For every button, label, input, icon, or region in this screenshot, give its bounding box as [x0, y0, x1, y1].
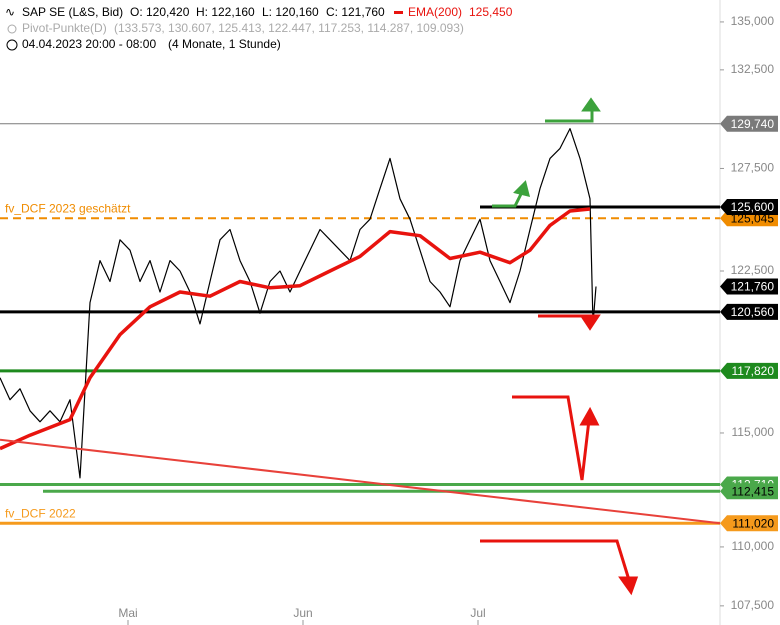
- x-tick-label: Mai: [118, 606, 137, 620]
- level-label: 117,820: [732, 364, 775, 378]
- trend-line: [0, 438, 721, 525]
- arrows: [480, 97, 639, 596]
- icon: ∿: [5, 5, 15, 19]
- y-tick-label: 132,500: [731, 62, 775, 76]
- level-label: 111,020: [732, 516, 774, 530]
- level-label: 129,740: [731, 117, 775, 131]
- level-label: 121,760: [731, 280, 775, 294]
- high: H: 122,160: [196, 5, 255, 19]
- level-tag: [720, 278, 778, 295]
- low: L: 120,160: [262, 5, 319, 19]
- legend: ∿ SAP SE (L&S, Bid) O: 120,420 H: 122,16…: [5, 5, 513, 51]
- y-tick-label: 135,000: [731, 14, 775, 28]
- instrument: SAP SE (L&S, Bid): [22, 5, 123, 19]
- x-tick-label: Jul: [470, 606, 485, 620]
- level-annotation: fv_DCF 2023 geschätzt: [5, 201, 131, 215]
- period: 04.04.2023 20:00 - 08:00: [22, 37, 156, 51]
- level-label: 112,415: [732, 484, 775, 498]
- y-tick-label: 115,000: [732, 425, 775, 439]
- level-tag: [720, 362, 778, 379]
- y-tick-label: 127,500: [731, 161, 775, 175]
- level-label: 125,600: [731, 200, 775, 214]
- y-tick-label: 122,500: [731, 263, 775, 277]
- level-tag: [720, 303, 778, 320]
- ema-line: [0, 207, 591, 451]
- y-tick-label: 107,500: [731, 598, 775, 612]
- close: C: 121,760: [326, 5, 385, 19]
- pivot-name: Pivot-Punkte(D): [22, 21, 107, 35]
- level-tag: [720, 483, 778, 500]
- icon: [6, 39, 18, 51]
- x-tick-label: Jun: [293, 606, 312, 620]
- price-line: [0, 128, 597, 479]
- ema-value: 125,450: [469, 5, 513, 19]
- y-tick-label: 110,000: [732, 539, 775, 553]
- level-tag: [720, 515, 778, 532]
- icon: [7, 24, 17, 34]
- ema-swatch: [394, 11, 403, 14]
- level-tag: [720, 198, 778, 215]
- period-note: (4 Monate, 1 Stunde): [168, 37, 281, 51]
- ema-name: EMA(200): [408, 5, 462, 19]
- level-tag: [720, 115, 778, 132]
- pivot-values: (133.573, 130.607, 125.413, 122.447, 117…: [114, 21, 464, 35]
- level-label: 125,045: [731, 211, 775, 225]
- level-annotation: fv_DCF 2022: [5, 506, 76, 520]
- plot: fv_DCF 2023 geschätzt fv_DCF 2022: [0, 123, 721, 525]
- open: O: 120,420: [130, 5, 190, 19]
- level-label: 120,560: [731, 305, 775, 319]
